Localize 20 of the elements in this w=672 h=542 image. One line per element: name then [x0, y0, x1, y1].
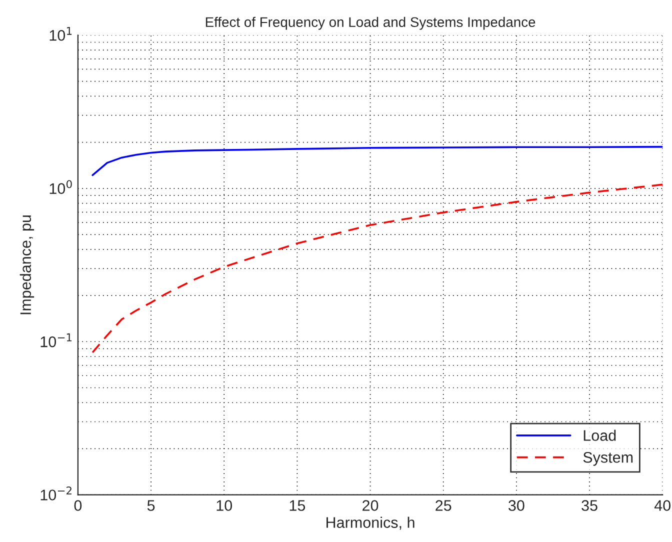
line-series — [92, 184, 663, 354]
x-tick-label: 15 — [290, 500, 306, 511]
x-axis-title: Harmonics, h — [326, 516, 414, 530]
x-tick-label: 5 — [147, 500, 155, 511]
x-tick-label: 0 — [74, 500, 82, 511]
x-tick-label: 35 — [582, 500, 598, 511]
y-tick-label: 10$^{−1}$ — [40, 333, 72, 348]
x-tick-label: 40 — [654, 500, 670, 511]
line-series — [92, 146, 663, 176]
x-tick-label: 25 — [436, 500, 452, 511]
legend-label: Load — [584, 430, 616, 441]
x-tick-label: 30 — [508, 500, 524, 511]
y-axis-title: Impedance, pu — [20, 216, 34, 314]
y-tick-label: 10$^{−2}$ — [40, 486, 72, 500]
legend-label: System — [583, 452, 633, 466]
chart-title: Effect of Frequency on Load and Systems Impedance — [206, 16, 536, 30]
y-tick-label: 10$^{1}$ — [50, 27, 72, 41]
y-tick-label: 10$^{0}$ — [50, 180, 72, 194]
x-tick-label: 20 — [362, 500, 378, 511]
x-tick-label: 10 — [216, 500, 232, 511]
